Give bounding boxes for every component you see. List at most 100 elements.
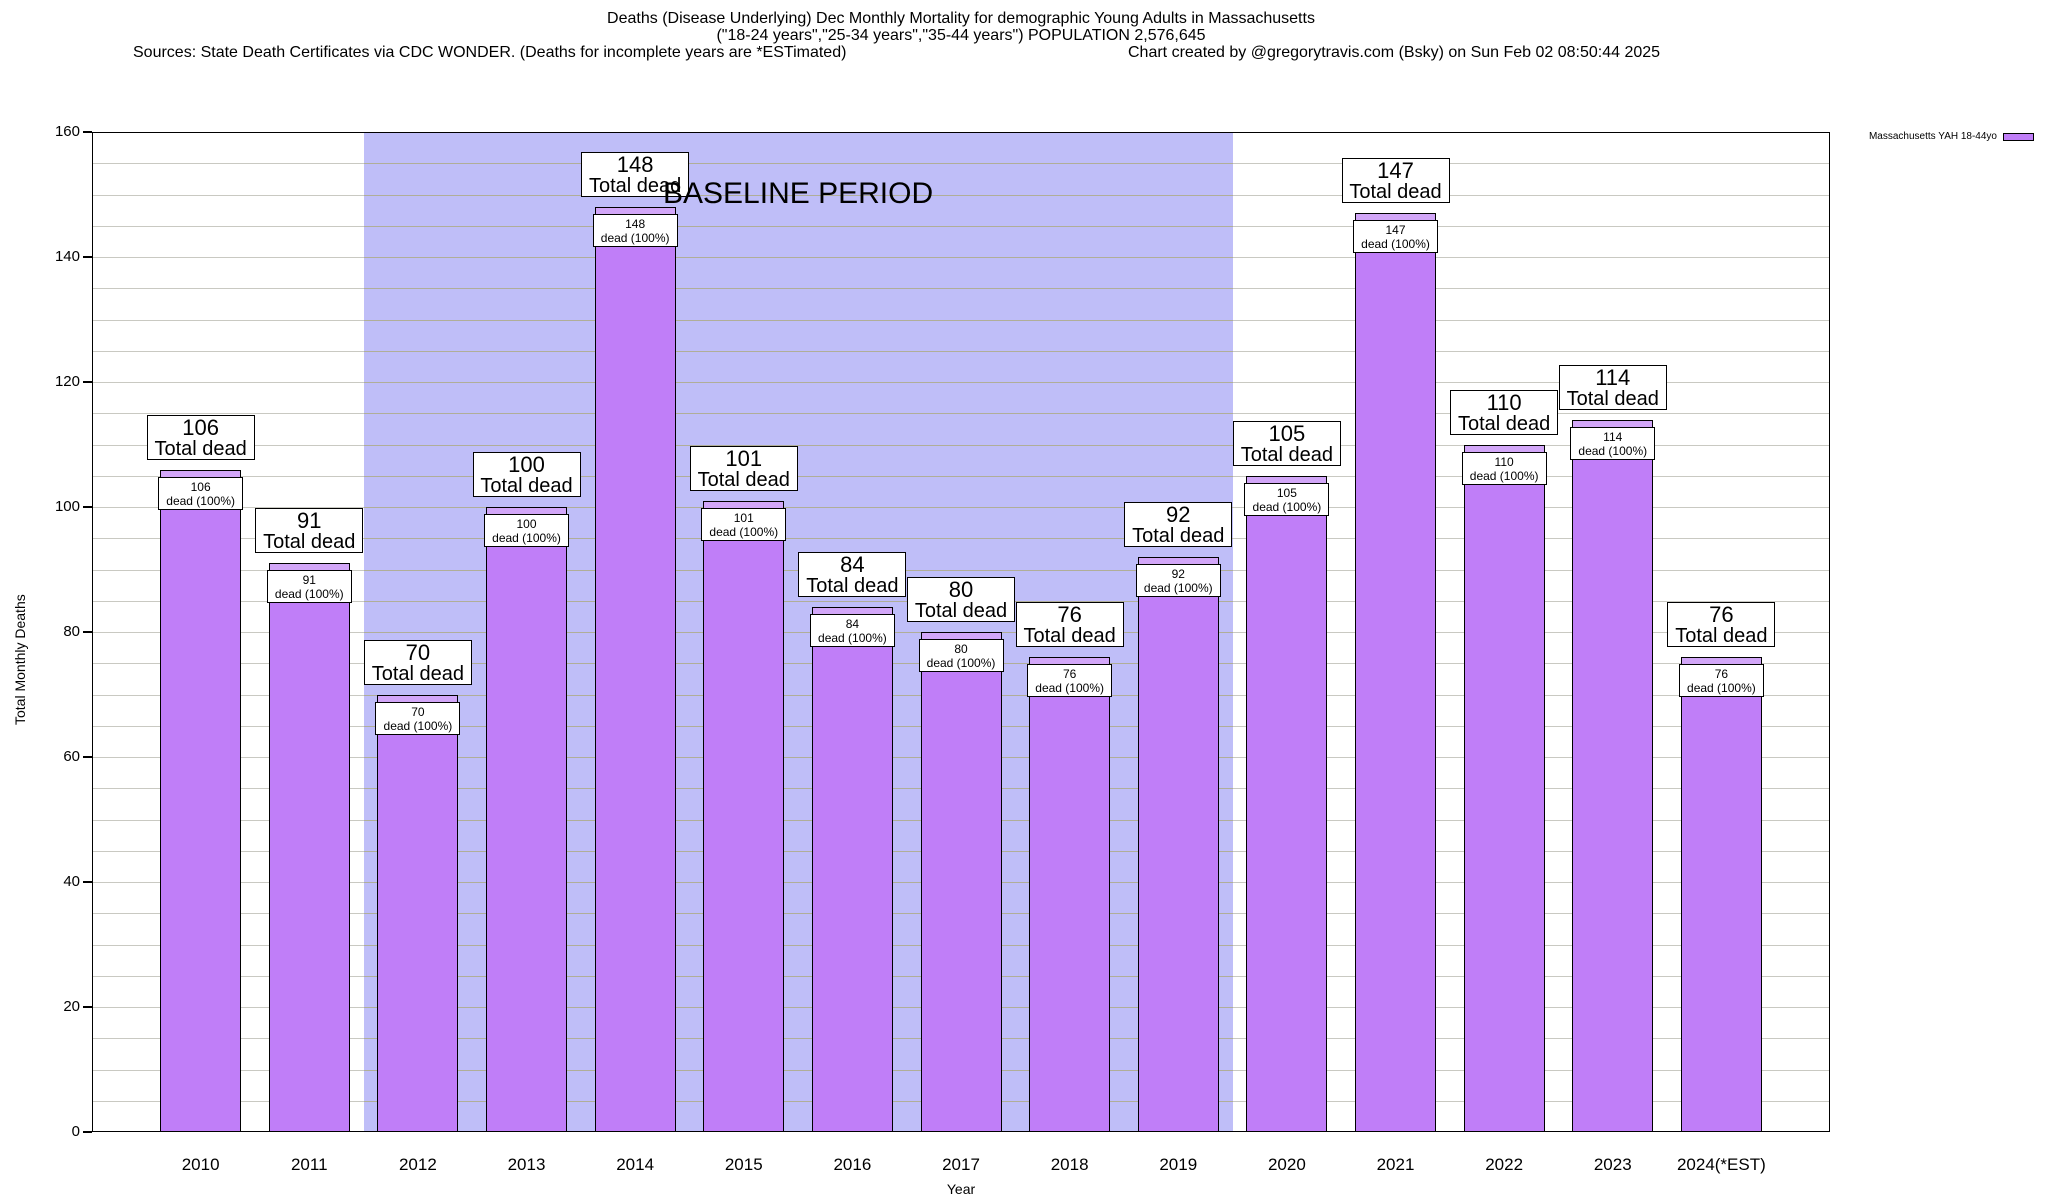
chart-title-line1: Deaths (Disease Underlying) Dec Monthly … bbox=[607, 10, 1315, 27]
y-tick-label-120: 120 bbox=[54, 373, 80, 390]
bar-inner-value-2023: 114 bbox=[1603, 429, 1623, 444]
bar-total-label-2011: 91 Total dead bbox=[255, 508, 364, 554]
bar-inner-suffix-2022: dead (100%) bbox=[1469, 468, 1539, 483]
bar-total-value-2014: 148 bbox=[616, 152, 654, 177]
bar-total-suffix-2012: Total dead bbox=[371, 662, 465, 685]
gridline-y-80-baseline bbox=[363, 632, 1233, 633]
bar-total-value-2015: 101 bbox=[725, 445, 763, 471]
bar-inner-value-2015: 101 bbox=[733, 510, 754, 525]
gridline-y-15-baseline bbox=[363, 1038, 1233, 1040]
bar-cap-2010 bbox=[161, 470, 241, 477]
bar-total-value-2013: 100 bbox=[508, 452, 545, 477]
bar-inner-value-2010: 106 bbox=[190, 479, 211, 494]
gridline-y-55-baseline bbox=[363, 788, 1233, 790]
bar-total-suffix-2020: Total dead bbox=[1240, 443, 1334, 466]
gridline-y-125 bbox=[92, 350, 364, 352]
gridline-y-90-baseline bbox=[363, 569, 1233, 571]
chart-sources-line: Sources: State Death Certificates via CD… bbox=[133, 44, 847, 61]
bar-2024(*EST) bbox=[1680, 657, 1762, 1132]
gridline-y-85-baseline bbox=[363, 600, 1233, 602]
gridline-y-140 bbox=[92, 257, 364, 258]
bar-total-label-2021: 147 Total dead bbox=[1341, 158, 1450, 204]
gridline-y-120 bbox=[92, 382, 364, 383]
gridline-y-115-baseline bbox=[363, 413, 1233, 415]
bar-inner-label-2021: 147 dead (100%) bbox=[1353, 220, 1438, 254]
bar-total-suffix-2018: Total dead bbox=[1023, 625, 1116, 647]
bar-total-suffix-2022: Total dead bbox=[1457, 412, 1551, 435]
gridline-y-50-baseline bbox=[363, 819, 1233, 821]
bar-total-label-2019: 92 Total dead bbox=[1124, 502, 1233, 547]
bar-total-label-2015: 101 Total dead bbox=[689, 445, 798, 491]
bar-2015 bbox=[703, 500, 785, 1132]
gridline-y-155-baseline bbox=[363, 163, 1233, 165]
bar-inner-suffix-2012: dead (100%) bbox=[383, 718, 453, 733]
y-tick-label-100: 100 bbox=[54, 498, 80, 515]
bar-total-value-2021: 147 bbox=[1377, 158, 1414, 184]
bar-inner-suffix-2014: dead (100%) bbox=[600, 231, 670, 245]
x-tick-2010: 2010 bbox=[181, 1155, 220, 1174]
bar-inner-label-2015: 101 dead (100%) bbox=[701, 507, 787, 541]
gridline-y-140-baseline bbox=[363, 257, 1233, 258]
bar-inner-suffix-2023: dead (100%) bbox=[1578, 443, 1648, 458]
bar-cap-2021 bbox=[1356, 214, 1435, 221]
gridline-y-110-baseline bbox=[363, 444, 1233, 446]
bar-inner-suffix-2016: dead (100%) bbox=[818, 631, 887, 645]
gridline-y-95-baseline bbox=[363, 538, 1233, 540]
bar-2021 bbox=[1355, 213, 1436, 1132]
bar-2016 bbox=[811, 607, 893, 1132]
gridline-y-125-baseline bbox=[363, 350, 1233, 352]
gridline-y-160-baseline bbox=[363, 132, 1233, 133]
bar-2014 bbox=[594, 207, 676, 1132]
y-tick-40 bbox=[83, 881, 92, 883]
gridline-y-120-right bbox=[1232, 382, 1830, 383]
bar-inner-label-2019: 92 dead (100%) bbox=[1135, 564, 1221, 597]
bar-total-value-2018: 76 bbox=[1057, 602, 1082, 627]
bar-inner-suffix-2020: dead (100%) bbox=[1252, 499, 1322, 514]
y-tick-0 bbox=[83, 1131, 92, 1133]
gridline-y-120-baseline bbox=[363, 382, 1233, 383]
bar-total-label-2018: 76 Total dead bbox=[1015, 602, 1124, 647]
bar-total-suffix-2023: Total dead bbox=[1566, 387, 1659, 410]
bar-cap-2015 bbox=[704, 501, 784, 508]
x-axis-title: Year bbox=[946, 1181, 976, 1197]
gridline-y-150 bbox=[92, 194, 364, 196]
bar-inner-value-2022: 110 bbox=[1494, 454, 1514, 469]
bar-inner-label-2010: 106 dead (100%) bbox=[158, 476, 244, 510]
gridline-y-130 bbox=[92, 319, 364, 321]
gridline-y-130-baseline bbox=[363, 319, 1233, 321]
bar-total-label-2010: 106 Total dead bbox=[146, 414, 255, 460]
legend-color-swatch bbox=[2003, 132, 2034, 141]
bar-inner-value-2014: 148 bbox=[625, 217, 646, 231]
bar-inner-suffix-2018: dead (100%) bbox=[1035, 681, 1104, 695]
bar-inner-label-2017: 80 dead (100%) bbox=[918, 639, 1004, 672]
bar-inner-value-2013: 100 bbox=[516, 517, 537, 531]
y-tick-label-40: 40 bbox=[63, 873, 80, 890]
bar-total-value-2020: 105 bbox=[1268, 420, 1306, 446]
bar-total-label-2016: 84 Total dead bbox=[798, 552, 907, 597]
x-tick-2021: 2021 bbox=[1376, 1155, 1415, 1174]
x-tick-2020: 2020 bbox=[1267, 1155, 1306, 1174]
bar-total-suffix-2014: Total dead bbox=[588, 175, 682, 197]
bar-total-suffix-2021: Total dead bbox=[1349, 181, 1442, 204]
bar-total-label-2024(*EST): 76 Total dead bbox=[1667, 602, 1776, 647]
bar-2019 bbox=[1137, 557, 1219, 1132]
x-tick-2018: 2018 bbox=[1050, 1155, 1089, 1174]
gridline-y-145-right bbox=[1232, 225, 1830, 227]
bar-cap-2020 bbox=[1247, 476, 1327, 483]
bar-total-label-2022: 110 Total dead bbox=[1450, 389, 1559, 435]
bar-inner-value-2017: 80 bbox=[954, 642, 968, 656]
y-tick-label-0: 0 bbox=[71, 1123, 80, 1140]
bar-inner-label-2018: 76 dead (100%) bbox=[1027, 664, 1113, 697]
bar-inner-value-2018: 76 bbox=[1062, 667, 1077, 681]
gridline-y-10-baseline bbox=[363, 1069, 1233, 1071]
bar-cap-2012 bbox=[378, 695, 458, 702]
bar-total-suffix-2024(*EST): Total dead bbox=[1675, 625, 1768, 647]
bar-2013 bbox=[486, 507, 567, 1132]
y-axis-title: Total Monthly Deaths bbox=[12, 594, 28, 725]
y-tick-60 bbox=[83, 756, 92, 758]
y-tick-20 bbox=[83, 1006, 92, 1008]
bar-2023 bbox=[1572, 419, 1654, 1132]
y-tick-80 bbox=[83, 631, 92, 633]
bar-cap-2016 bbox=[812, 608, 892, 614]
bar-total-value-2010: 106 bbox=[182, 414, 219, 440]
